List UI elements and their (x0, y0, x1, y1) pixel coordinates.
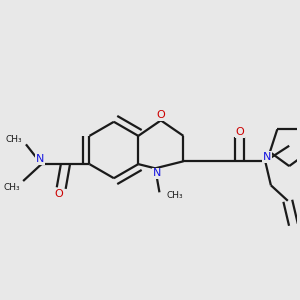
Text: O: O (236, 127, 244, 137)
Text: N: N (153, 168, 162, 178)
Text: CH₃: CH₃ (167, 190, 183, 200)
Text: CH₃: CH₃ (4, 183, 20, 192)
Text: CH₃: CH₃ (5, 135, 22, 144)
Text: N: N (36, 154, 44, 164)
Text: N: N (262, 152, 271, 162)
Text: O: O (54, 189, 63, 199)
Text: O: O (157, 110, 165, 120)
